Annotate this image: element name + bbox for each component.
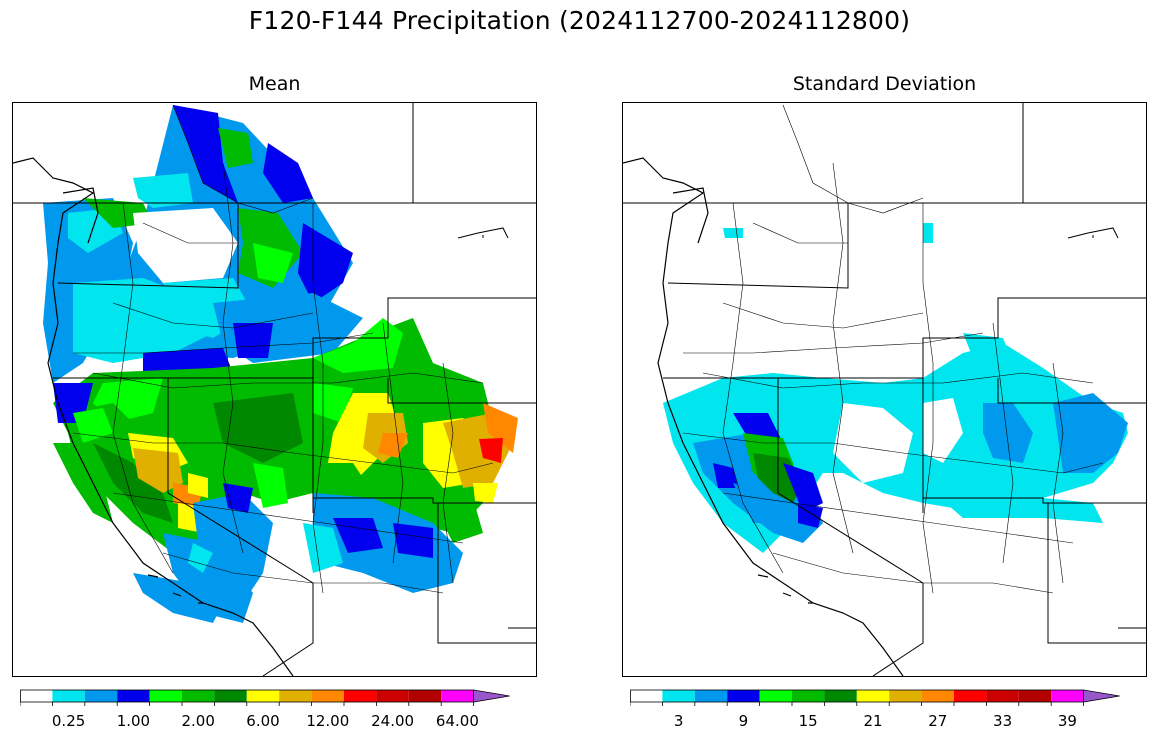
colorbar-bin bbox=[344, 690, 377, 702]
colorbar-bin bbox=[954, 690, 987, 702]
colorbar-bin bbox=[694, 690, 728, 702]
colorbar-bin bbox=[792, 690, 825, 702]
colorbar-bin bbox=[921, 690, 954, 702]
state-boundaries bbox=[13, 103, 536, 676]
basin-outline-layer bbox=[72, 104, 494, 594]
colorbar-bin bbox=[662, 690, 695, 702]
colorbar-tick-label: 1.00 bbox=[116, 712, 151, 730]
colorbar-extend-arrow bbox=[473, 689, 510, 703]
colorbar-bin bbox=[52, 690, 85, 702]
basin-outline-layer bbox=[682, 104, 1104, 594]
colorbar-bin bbox=[889, 690, 922, 702]
panel-title-stddev: Standard Deviation bbox=[792, 73, 977, 95]
colorbar-bin bbox=[441, 690, 474, 702]
colorbar-stddev bbox=[629, 688, 1142, 710]
colorbar-mean bbox=[19, 688, 532, 710]
colorbar-bin bbox=[246, 690, 280, 702]
colorbar-bin bbox=[727, 690, 760, 702]
colorbar-bin bbox=[84, 690, 118, 702]
colorbar-bin bbox=[182, 690, 215, 702]
panel-title-mean: Mean bbox=[248, 73, 301, 95]
colorbar-bin bbox=[1018, 690, 1052, 702]
colorbar-tick-label: 33 bbox=[993, 712, 1013, 730]
colorbar-bin bbox=[408, 690, 442, 702]
colorbar-tick-label: 64.00 bbox=[435, 712, 479, 730]
colorbar-bin bbox=[856, 690, 890, 702]
colorbar-tick-label: 24.00 bbox=[371, 712, 415, 730]
colorbar-tick-label: 27 bbox=[928, 712, 948, 730]
basin-fill-layer bbox=[663, 223, 1128, 553]
stddev-precipitation-map bbox=[622, 102, 1147, 677]
colorbar-bin bbox=[279, 690, 312, 702]
figure-title: F120-F144 Precipitation (2024112700-2024… bbox=[248, 6, 911, 35]
colorbar-tick-label: 6.00 bbox=[246, 712, 280, 730]
colorbar-bin bbox=[149, 690, 182, 702]
colorbar-tick-label: 9 bbox=[738, 712, 749, 730]
colorbar-extend-arrow bbox=[1083, 689, 1120, 703]
colorbar-tick-label: 3 bbox=[673, 712, 684, 730]
mean-precipitation-map bbox=[12, 102, 537, 677]
colorbar-bin bbox=[311, 690, 344, 702]
colorbar-tick-label: 12.00 bbox=[306, 712, 350, 730]
colorbar-bin bbox=[759, 690, 792, 702]
colorbar-bin bbox=[986, 690, 1019, 702]
colorbar-bin bbox=[1051, 690, 1084, 702]
coastline-layer bbox=[623, 157, 904, 676]
state-boundaries bbox=[623, 103, 1146, 676]
colorbar-tick-label: 0.25 bbox=[51, 712, 86, 730]
colorbar-bin bbox=[117, 690, 150, 702]
colorbar-bin bbox=[824, 690, 857, 702]
basin-fill-layer bbox=[43, 105, 518, 623]
coastline-layer bbox=[13, 157, 294, 676]
colorbar-bin bbox=[376, 690, 409, 702]
colorbar-bin bbox=[20, 690, 53, 702]
colorbar-tick-label: 15 bbox=[798, 712, 818, 730]
colorbar-tick-label: 39 bbox=[1057, 712, 1077, 730]
colorbar-bin bbox=[214, 690, 247, 702]
colorbar-tick-label: 21 bbox=[863, 712, 883, 730]
colorbar-bin bbox=[630, 690, 663, 702]
colorbar-tick-label: 2.00 bbox=[181, 712, 215, 730]
